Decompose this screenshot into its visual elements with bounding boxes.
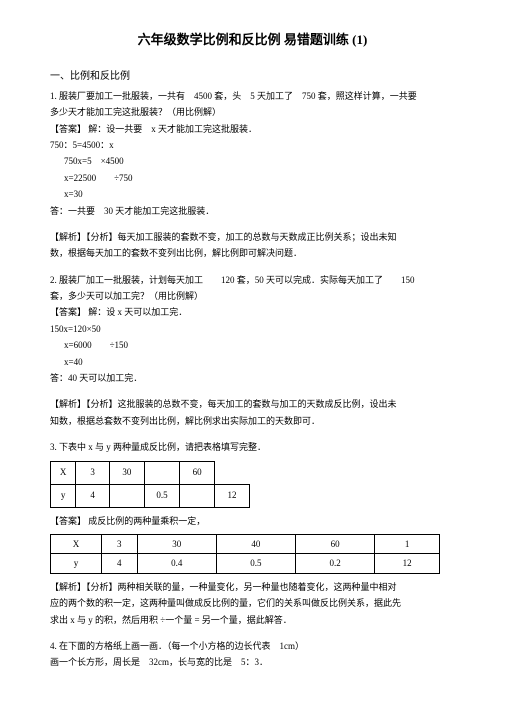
q1-answer-label: 【答案】 解：设一共要 x 天才能加工完这批服装． bbox=[50, 122, 455, 136]
q2-analysis2: 知数，根据总套数不变列出比例，解比例求出实际加工的天数即可． bbox=[50, 414, 455, 428]
q2-final: 答：40 天可以加工完． bbox=[50, 371, 455, 385]
document-page: 六年级数学比例和反比例 易错题训练 (1) 一、比例和反比例 1. 服装厂要加工… bbox=[0, 0, 505, 714]
cell: 30 bbox=[109, 461, 144, 484]
q3-table2: X 3 30 40 60 1 y 4 0.4 0.5 0.2 12 bbox=[50, 534, 440, 574]
cell bbox=[180, 484, 215, 507]
q1-analysis1: 【解析】【分析】每天加工服装的套数不变，加工的总数与天数成正比例关系；设出未知 bbox=[50, 230, 455, 244]
section-heading: 一、比例和反比例 bbox=[50, 69, 455, 85]
cell: 3 bbox=[76, 461, 110, 484]
cell: 3 bbox=[102, 535, 138, 554]
q3-analysis3: 求出 x 与 y 的积，然后用积 ÷一个量 = 另一个量，据此解答． bbox=[50, 613, 455, 627]
q2-line2: 套，多少天可以加工完？（用比例解） bbox=[50, 289, 455, 303]
table-row: X 3 30 60 bbox=[51, 461, 250, 484]
cell bbox=[144, 461, 179, 484]
q1-step2: 750x=5 ×4500 bbox=[50, 154, 455, 168]
q1-step3: x=22500 ÷750 bbox=[50, 171, 455, 185]
q1-final: 答：一共要 30 天才能加工完这批服装． bbox=[50, 204, 455, 218]
cell: 4 bbox=[76, 484, 110, 507]
cell: 60 bbox=[296, 535, 375, 554]
q3-answer-label: 【答案】 成反比例的两种量乘积一定， bbox=[50, 514, 455, 528]
cell: y bbox=[51, 484, 76, 507]
q2-line1: 2. 服装厂加工一批服装，计划每天加工 120 套，50 天可以完成．实际每天加… bbox=[50, 273, 455, 287]
q2-analysis1: 【解析】【分析】这批服装的总数不变，每天加工的套数与加工的天数成反比例，设出未 bbox=[50, 397, 455, 411]
q3-analysis1: 【解析】【分析】两种相关联的量，一种量变化，另一种量也随着变化，这两种量中相对 bbox=[50, 580, 455, 594]
cell: 12 bbox=[375, 554, 440, 573]
q1-step1: 750：5=4500：x bbox=[50, 138, 455, 152]
q4-line1: 4. 在下面的方格纸上画一画．（每一个小方格的边长代表 1cm） bbox=[50, 639, 455, 653]
q1-line1: 1. 服装厂要加工一批服装，一共有 4500 套，头 5 天加工了 750 套，… bbox=[50, 89, 455, 103]
cell: 60 bbox=[180, 461, 215, 484]
cell: 40 bbox=[216, 535, 295, 554]
cell: 4 bbox=[102, 554, 138, 573]
q2-step3: x=40 bbox=[50, 355, 455, 369]
cell: X bbox=[51, 461, 76, 484]
q3-analysis2: 应的两个数的积一定，这两种量叫做成反比例的量，它们的关系叫做反比例关系，据此先 bbox=[50, 596, 455, 610]
cell: 0.5 bbox=[144, 484, 179, 507]
q2-step1: 150x=120×50 bbox=[50, 322, 455, 336]
q2-answer-label: 【答案】 解：设 x 天可以加工完． bbox=[50, 305, 455, 319]
q3-line1: 3. 下表中 x 与 y 两种量成反比例，请把表格填写完整． bbox=[50, 440, 455, 454]
cell: 12 bbox=[215, 484, 250, 507]
cell: 0.2 bbox=[296, 554, 375, 573]
cell: 1 bbox=[375, 535, 440, 554]
cell: y bbox=[51, 554, 102, 573]
page-title: 六年级数学比例和反比例 易错题训练 (1) bbox=[50, 30, 455, 51]
q1-step4: x=30 bbox=[50, 187, 455, 201]
cell: X bbox=[51, 535, 102, 554]
table-row: X 3 30 40 60 1 bbox=[51, 535, 440, 554]
q3-table1: X 3 30 60 y 4 0.5 12 bbox=[50, 461, 250, 508]
q4-line2: 画一个长方形，周长是 32cm，长与宽的比是 5：3． bbox=[50, 655, 455, 669]
cell bbox=[109, 484, 144, 507]
q1-line2: 多少天才能加工完这批服装？（用比例解） bbox=[50, 105, 455, 119]
cell: 0.5 bbox=[216, 554, 295, 573]
table-row: y 4 0.4 0.5 0.2 12 bbox=[51, 554, 440, 573]
cell: 30 bbox=[137, 535, 216, 554]
table-row: y 4 0.5 12 bbox=[51, 484, 250, 507]
q1-analysis2: 数，根据每天加工的套数不变列出比例，解比例即可解决问题． bbox=[50, 246, 455, 260]
cell: 0.4 bbox=[137, 554, 216, 573]
q2-step2: x=6000 ÷150 bbox=[50, 338, 455, 352]
